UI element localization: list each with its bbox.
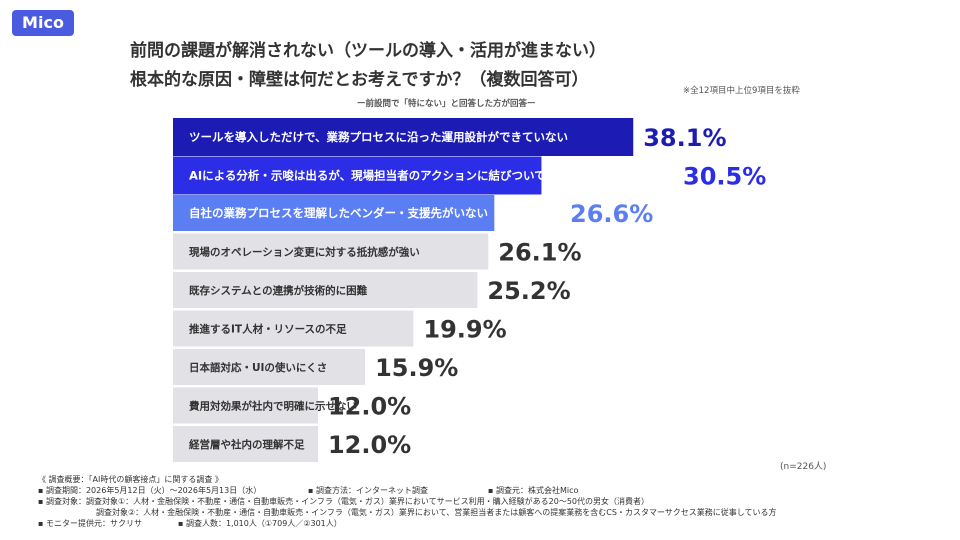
value-label-4: 26.1% [498,239,581,267]
bar-7 [173,349,366,385]
mico-logo: Mico [12,10,74,36]
bar-8 [173,387,318,424]
footer-target-2: 調査対象②：人材・金融保険・不動産・通信・自動車販売・インフラ（電気・ガス）業界… [96,508,777,517]
footer-count: ▪ 調査人数：1,010人（①709人／②301人） [178,519,342,528]
bar-6 [173,310,414,347]
footer-row-1: ▪ 調査期間：2026年5月12日（火）〜2026年5月13日（水） ▪ 調査方… [38,485,777,496]
sample-size-label: (n=226人) [780,462,827,472]
footer-title: 《 調査概要：「AI時代の顧客接点」に関する調査 》 [38,475,223,484]
title-line-1: 前問の課題が解消されない（ツールの導入・活用が進まない） [130,41,606,61]
bar-label-9: 経営層や社内の理解不足 [189,438,305,451]
bar-label-6: 推進するIT人材・リソースの不足 [189,323,347,336]
value-label-6: 19.9% [423,316,506,344]
footer-row-4: ▪ モニター提供元：サクリサ ▪ 調査人数：1,010人（①709人／②301人… [38,518,777,529]
bar-label-7: 日本語対応・UIの使いにくさ [189,361,327,374]
bar-5 [173,272,478,308]
value-label-3: 26.6% [570,200,653,228]
value-label-9: 12.0% [328,431,411,459]
chart-subtitle: ー前設問で「特にない」と回答した方が回答ー [357,99,536,109]
survey-footer: 《 調査概要：「AI時代の顧客接点」に関する調査 》 ▪ 調査期間：2026年5… [38,474,777,529]
bar-label-8: 費用対効果が社内で明確に示せない [189,400,357,413]
bar-2 [173,156,542,195]
footer-source: ▪ 調査元：株式会社Mico [488,486,579,495]
bar-1 [173,118,634,156]
footer-target-1: ▪ 調査対象：調査対象①：人材・金融保険・不動産・通信・自動車販売・インフラ（電… [38,497,650,506]
bar-label-5: 既存システムとの連携が技術的に困難 [189,284,368,297]
bar-label-1: ツールを導入しただけで、業務プロセスに沿った運用設計ができていない [189,130,568,144]
bar-9 [173,426,318,462]
chart-title: 前問の課題が解消されない（ツールの導入・活用が進まない） 根本的な原因・障壁は何… [130,37,606,95]
title-line-2: 根本的な原因・障壁は何だとお考えですか？（複数回答可） [130,70,589,90]
footer-monitor: ▪ モニター提供元：サクリサ [38,519,142,528]
value-label-2: 30.5% [683,163,766,191]
bar-label-4: 現場のオペレーション変更に対する抵抗感が強い [189,246,420,259]
bar-4 [173,233,489,270]
value-label-7: 15.9% [375,354,458,382]
bar-label-2: AIによる分析・示唆は出るが、現場担当者のアクションに結びついていない [189,169,580,183]
bar-3 [173,195,495,231]
bar-label-3: 自社の業務プロセスを理解したベンダー・支援先がいない [189,206,488,220]
value-label-1: 38.1% [643,124,726,152]
value-label-8: 12.0% [328,393,411,421]
footer-method: ▪ 調査方法：インターネット調査 [308,486,428,495]
note-top9: ※全12項目中上位9項目を抜粋 [683,86,800,96]
footer-period: ▪ 調査期間：2026年5月12日（火）〜2026年5月13日（水） [38,486,262,495]
value-label-5: 25.2% [487,277,570,305]
